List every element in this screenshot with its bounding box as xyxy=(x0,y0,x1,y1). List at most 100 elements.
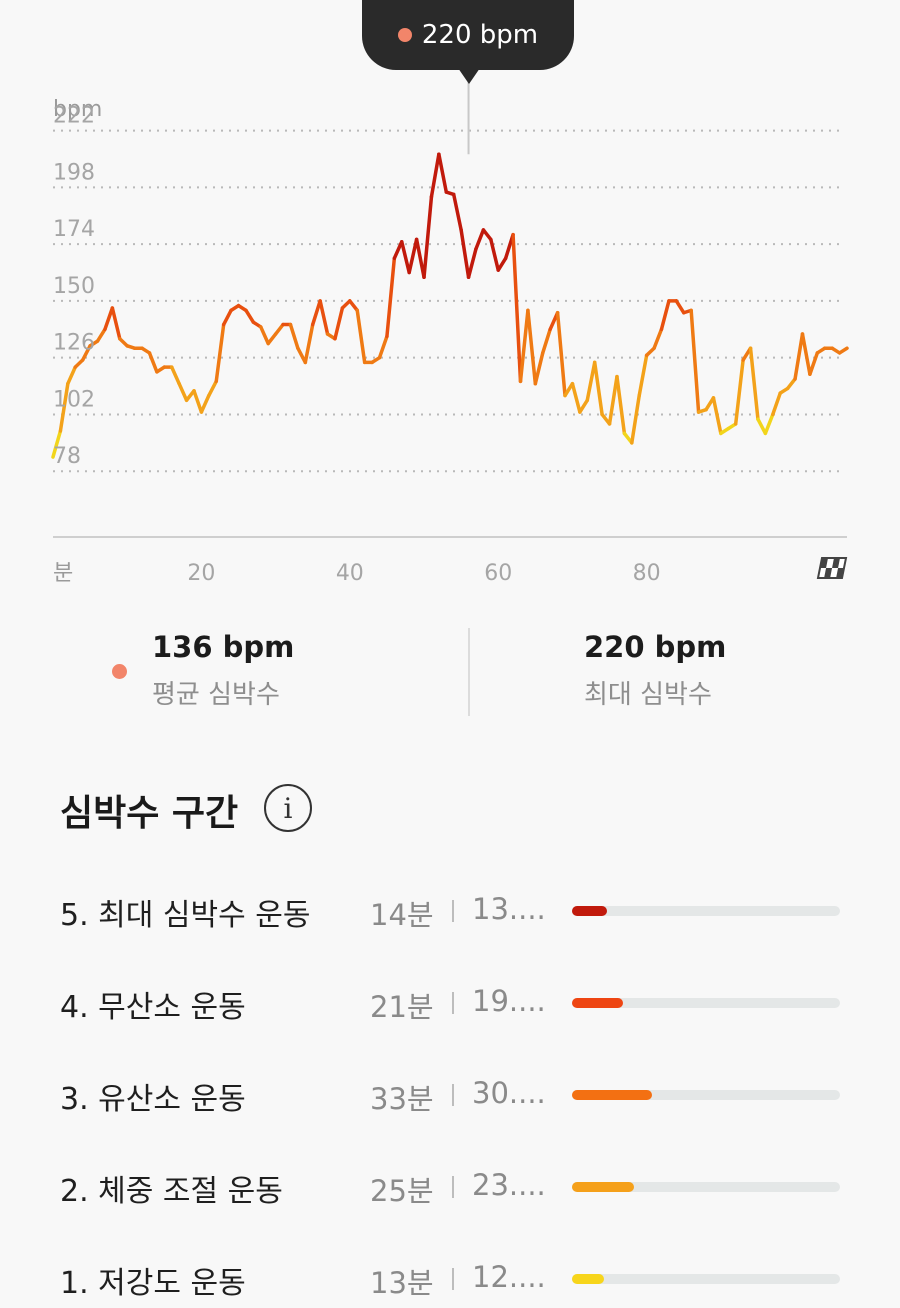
x-tick-label: 60 xyxy=(484,561,512,586)
zone-duration: 33분 xyxy=(370,1082,434,1116)
zone-percent: 12.... xyxy=(472,1260,546,1294)
tooltip-pointer xyxy=(458,68,480,84)
heart-rate-line-segment xyxy=(466,247,478,279)
x-tick-label: 80 xyxy=(633,561,661,586)
info-icon[interactable]: i xyxy=(264,784,312,832)
heart-rate-line-segment xyxy=(147,351,159,374)
zone-separator xyxy=(452,1268,454,1290)
value-tooltip: 220 bpm xyxy=(362,0,574,70)
zone-separator xyxy=(452,1176,454,1198)
heart-rate-line-segment xyxy=(592,360,604,417)
heart-rate-line-segment xyxy=(771,391,782,417)
average-value: 136 bpm xyxy=(152,630,295,664)
zone-row-4: 4. 무산소 운동 21분 19.... xyxy=(0,972,900,1032)
heart-rate-line-segment xyxy=(103,306,115,332)
heart-rate-line-segment xyxy=(496,256,508,272)
heart-rate-line-segment xyxy=(400,240,411,275)
heart-rate-line-segment xyxy=(377,334,389,360)
heart-rate-line-segment xyxy=(489,237,500,272)
x-axis-label: 분 xyxy=(53,561,73,586)
heart-rate-line-segment xyxy=(429,152,441,199)
zone-label: 2. 체중 조절 운동 xyxy=(60,1174,283,1209)
heart-rate-summary: 136 bpm 평균 심박수 220 bpm 최대 심박수 xyxy=(0,620,900,720)
zone-bar-track xyxy=(572,1090,840,1100)
heart-rate-line-segment xyxy=(526,308,538,386)
heart-rate-line-segment xyxy=(244,308,256,324)
zone-separator xyxy=(452,992,454,1014)
heart-rate-line-segment xyxy=(837,346,849,355)
heart-rate-line-segment xyxy=(630,393,641,445)
zone-row-2: 2. 체중 조절 운동 25분 23.... xyxy=(0,1156,900,1216)
heart-rate-line-segment xyxy=(748,346,760,421)
zone-percent: 13.... xyxy=(472,892,546,926)
zone-bar-track xyxy=(572,1274,840,1284)
heart-rate-line-segment xyxy=(474,228,486,251)
zone-duration: 14분 xyxy=(370,898,434,932)
zone-bar-fill xyxy=(572,998,623,1008)
heart-rate-line-segment xyxy=(615,374,627,436)
heart-rate-line-segment xyxy=(266,332,278,346)
heart-rate-line-segment xyxy=(659,299,671,332)
heart-rate-line-segment xyxy=(221,308,233,327)
average-dot-icon xyxy=(112,664,127,679)
heart-rate-line-segment xyxy=(66,365,78,386)
max-label: 최대 심박수 xyxy=(584,680,712,710)
y-tick-label: 174 xyxy=(53,217,95,242)
heart-rate-line-segment xyxy=(51,429,63,459)
heart-rate-line-segment xyxy=(733,358,745,426)
heart-rate-line-segment xyxy=(607,374,619,426)
heart-rate-line-segment xyxy=(355,308,367,365)
finish-flag-icon xyxy=(816,557,848,579)
heart-rate-line-segment xyxy=(58,381,70,433)
max-stat: 220 bpm 최대 심박수 xyxy=(584,630,726,711)
heart-rate-line-segment xyxy=(288,322,300,350)
heart-rate-line-segment xyxy=(199,393,211,414)
zone-row-1: 1. 저강도 운동 13분 12.... xyxy=(0,1248,900,1308)
average-stat: 136 bpm 평균 심박수 xyxy=(152,630,294,711)
tooltip-value: 220 bpm xyxy=(421,20,539,50)
zone-bar-track xyxy=(572,906,840,916)
zone-percent: 30.... xyxy=(472,1076,546,1110)
zones-title: 심박수 구간 xyxy=(60,793,239,834)
zone-label: 1. 저강도 운동 xyxy=(60,1266,246,1301)
y-tick-label: 222 xyxy=(53,104,95,129)
heart-rate-line-segment xyxy=(451,192,463,232)
stats-divider xyxy=(468,628,470,716)
heart-rate-line-segment xyxy=(422,195,434,279)
zone-duration: 21분 xyxy=(370,990,434,1024)
heart-rate-line-segment xyxy=(518,308,530,384)
heart-rate-line-segment xyxy=(637,353,649,398)
y-tick-label: 198 xyxy=(53,160,95,185)
heart-rate-line-segment xyxy=(407,237,419,275)
y-tick-label: 150 xyxy=(53,274,95,299)
heart-rate-line-segment xyxy=(585,360,597,403)
heart-rate-line-segment xyxy=(785,377,797,391)
zone-bar-fill xyxy=(572,1274,605,1284)
heart-rate-line-segment xyxy=(756,417,768,436)
heart-rate-line-segment xyxy=(711,396,723,436)
heart-rate-line-segment xyxy=(459,228,471,279)
y-tick-label: 102 xyxy=(53,387,95,412)
heart-rate-line-segment xyxy=(177,381,189,403)
zone-label: 3. 유산소 운동 xyxy=(60,1082,246,1117)
heart-rate-line-segment xyxy=(481,228,493,242)
y-tick-label: 126 xyxy=(53,331,95,356)
zone-separator xyxy=(452,1084,454,1106)
heart-rate-line-segment xyxy=(348,299,359,313)
zone-label: 5. 최대 심박수 운동 xyxy=(60,898,311,933)
heart-rate-line-segment xyxy=(578,398,590,414)
heart-rate-line-segment xyxy=(541,327,552,355)
heart-rate-line-segment xyxy=(689,308,701,414)
heart-rate-line-segment xyxy=(259,325,270,346)
x-tick-label: 40 xyxy=(336,561,364,586)
zone-bar-fill xyxy=(572,906,607,916)
heart-rate-line-segment xyxy=(800,332,812,376)
heart-rate-line-segment xyxy=(414,237,426,279)
heart-rate-line-segment xyxy=(310,299,322,327)
heart-rate-line-segment xyxy=(808,351,820,376)
heart-rate-line-segment xyxy=(303,322,315,365)
heart-rate-line-segment xyxy=(533,351,545,386)
heart-rate-line-segment xyxy=(763,412,775,436)
zone-bar-track xyxy=(572,998,840,1008)
